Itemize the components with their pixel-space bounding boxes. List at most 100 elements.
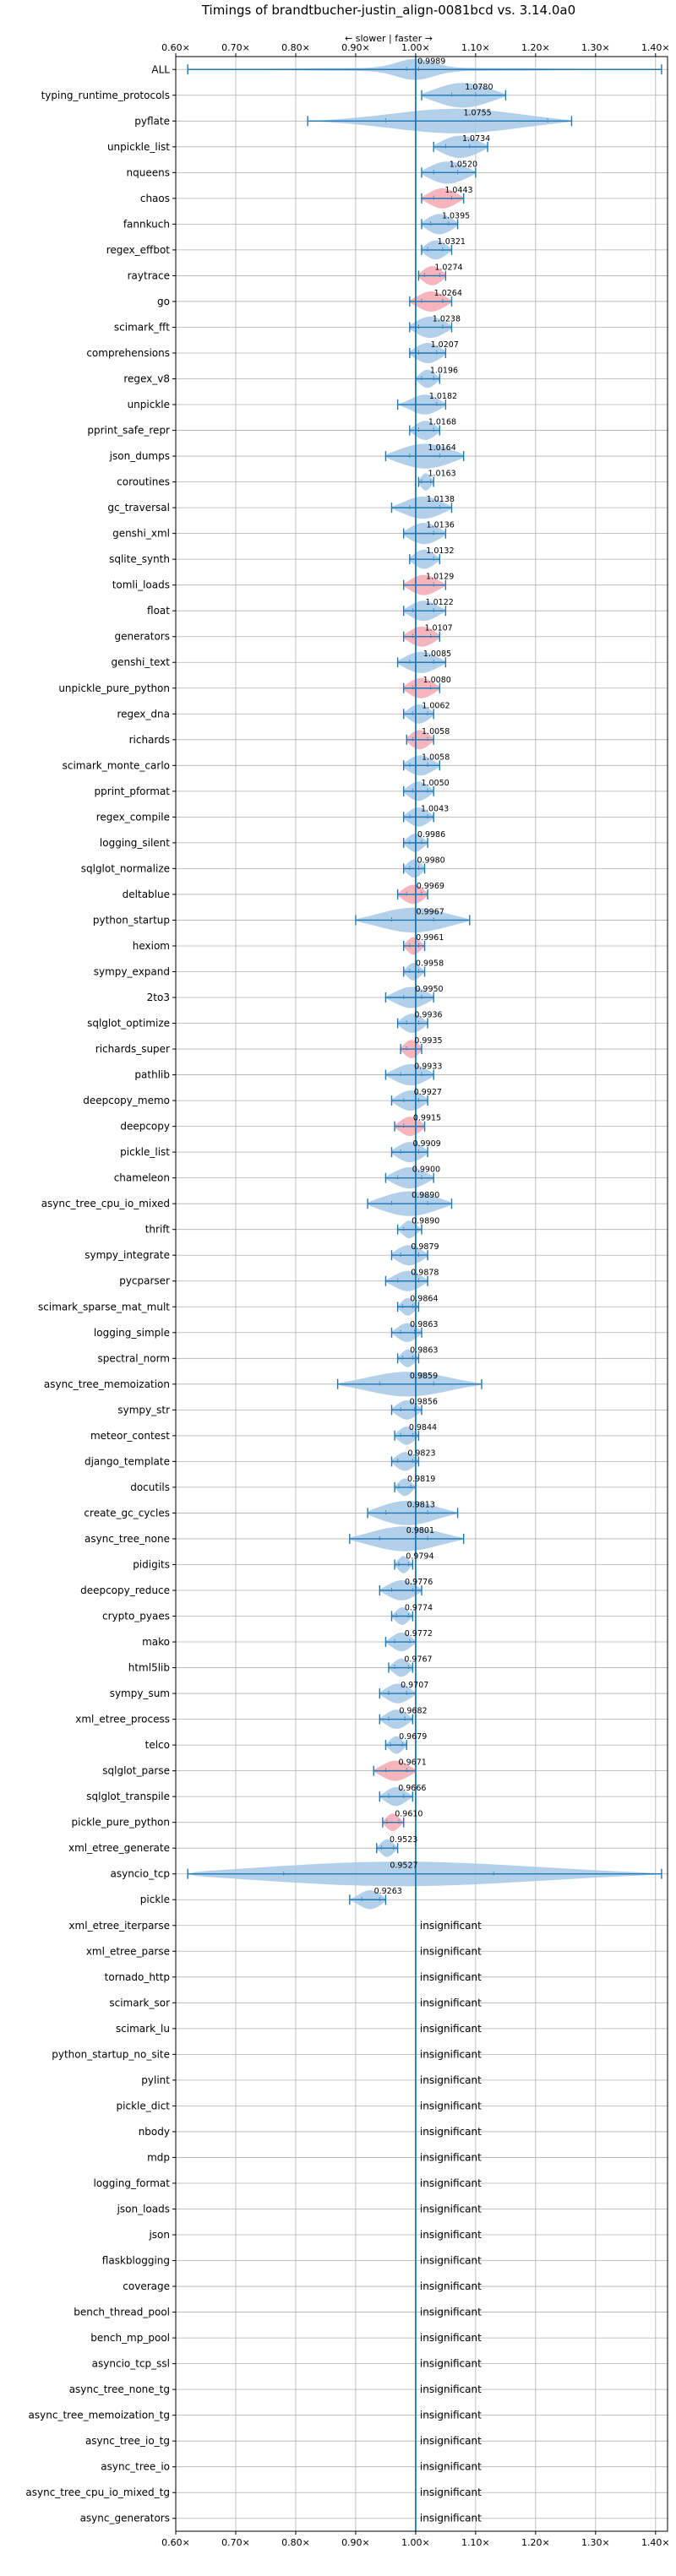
value-label: 0.9707 [401,1681,428,1690]
x-tick-label-top: 1.40× [641,42,670,53]
value-label: 0.9844 [409,1423,437,1432]
benchmark-label: crypto_pyaes [102,1611,170,1622]
value-label: 1.0520 [450,160,477,169]
plot-frame [175,56,668,2532]
value-label: 0.9666 [398,1784,426,1793]
insignificant-label: insignificant [420,1920,482,1932]
benchmark-label: sqlglot_parse [102,1765,170,1777]
benchmark-label: genshi_xml [112,528,170,540]
value-label: 0.9801 [406,1526,434,1535]
insignificant-label: insignificant [420,2461,482,2473]
benchmark-label: coroutines [117,476,170,488]
benchmark-label: bench_mp_pool [90,2332,170,2344]
benchmark-label: asyncio_tcp_ssl [92,2358,170,2370]
value-label: 0.9682 [399,1707,427,1716]
value-label: 0.9679 [399,1732,427,1742]
value-label: 0.9774 [405,1604,433,1613]
benchmark-label: pidigits [133,1558,170,1570]
insignificant-label: insignificant [420,2229,482,2241]
value-label: 0.9958 [416,959,444,968]
value-label: 0.9856 [410,1397,438,1406]
benchmark-label: pycparser [119,1275,170,1287]
insignificant-label: insignificant [420,2332,482,2344]
value-label: 0.9772 [405,1629,433,1639]
benchmark-label: float [147,605,170,617]
benchmark-label: xml_etree_process [75,1714,170,1725]
value-label: 0.9864 [410,1294,438,1303]
value-label: 1.0132 [426,546,454,556]
value-label: 1.0196 [430,367,458,376]
benchmark-label: generators [114,631,170,643]
benchmark-label: comprehensions [86,347,170,359]
benchmark-label: telco [145,1739,170,1751]
insignificant-label: insignificant [420,2177,482,2189]
value-label: 0.9915 [413,1114,441,1123]
value-label: 0.9967 [417,907,444,916]
benchmark-label: sqlite_synth [109,553,170,565]
benchmark-label: mako [142,1636,170,1648]
benchmark-label: sqlglot_normalize [81,862,170,874]
insignificant-label: insignificant [420,2126,482,2138]
benchmark-label: pickle_list [120,1146,170,1158]
insignificant-label: insignificant [420,2410,482,2421]
benchmark-label: raytrace [128,269,170,281]
benchmark-label: spectral_norm [97,1352,170,1364]
value-label: 0.9909 [412,1139,440,1149]
value-label: 1.0443 [444,186,472,195]
benchmark-label: meteor_contest [90,1430,170,1442]
x-tick-label-bottom: 1.30× [581,2537,610,2548]
benchmark-label: deltablue [123,889,170,900]
value-label: 0.9927 [414,1088,442,1097]
value-label: 0.9933 [414,1062,442,1072]
x-tick-label-bottom: 1.20× [521,2537,550,2548]
value-label: 1.0163 [428,470,455,479]
benchmark-label: regex_effbot [106,244,171,256]
insignificant-label: insignificant [420,2048,482,2060]
x-tick-label-top: 1.10× [461,42,490,53]
benchmark-label: sympy_integrate [84,1249,170,1261]
benchmark-label: typing_runtime_protocols [41,90,170,101]
x-tick-label-top: 1.00× [401,42,430,53]
benchmark-label: 2to3 [147,992,170,1003]
value-label: 1.0207 [431,340,459,350]
value-label: 0.9900 [412,1166,440,1175]
value-label: 0.9859 [410,1372,438,1381]
value-label: 1.0395 [442,211,470,220]
value-label: 1.0050 [421,779,449,788]
value-label: 0.9776 [405,1578,433,1587]
benchmark-label: django_template [84,1455,170,1467]
value-label: 0.9527 [390,1861,417,1871]
value-label: 0.9986 [417,830,445,840]
x-tick-label-bottom: 0.60× [161,2537,190,2548]
benchmark-label: async_tree_io_tg [85,2435,170,2447]
benchmark-label: python_startup_no_site [52,2048,170,2060]
insignificant-label: insignificant [420,2203,482,2215]
benchmark-label: pathlib [134,1069,170,1081]
benchmark-label: pickle_dict [117,2100,171,2111]
x-tick-label-bottom: 1.10× [461,2537,490,2548]
value-label: 1.0168 [428,418,456,427]
value-label: 1.0321 [438,237,466,247]
value-label: 1.0085 [423,649,451,659]
benchmark-label: scimark_sor [109,1997,170,2008]
value-label: 0.9980 [417,856,444,865]
value-label: 0.9863 [410,1320,438,1329]
x-tick-label-top: 0.60× [161,42,190,53]
benchmark-label: python_startup [93,914,170,926]
benchmark-label: json_loads [117,2203,170,2215]
benchmark-label: pyflate [134,115,170,127]
benchmark-label: pickle [140,1894,170,1905]
benchmark-label: ALL [151,63,170,75]
labels: 0.9989 1.0780 1.0755 1.0734 1.0520 1.0443 1.03… [374,57,493,2524]
benchmark-label: deepcopy [120,1121,170,1133]
benchmark-label: asyncio_tcp [110,1868,170,1880]
value-label: 0.9794 [406,1552,433,1561]
value-label: 0.9819 [407,1475,435,1484]
insignificant-label: insignificant [420,2255,482,2267]
benchmark-label: bench_thread_pool [74,2307,170,2318]
chart-title: Timings of brandtbucher-justin_align-008… [201,3,575,19]
value-label: 0.9936 [414,1011,442,1020]
insignificant-label: insignificant [420,2383,482,2395]
benchmark-label: xml_etree_parse [86,1945,170,1957]
